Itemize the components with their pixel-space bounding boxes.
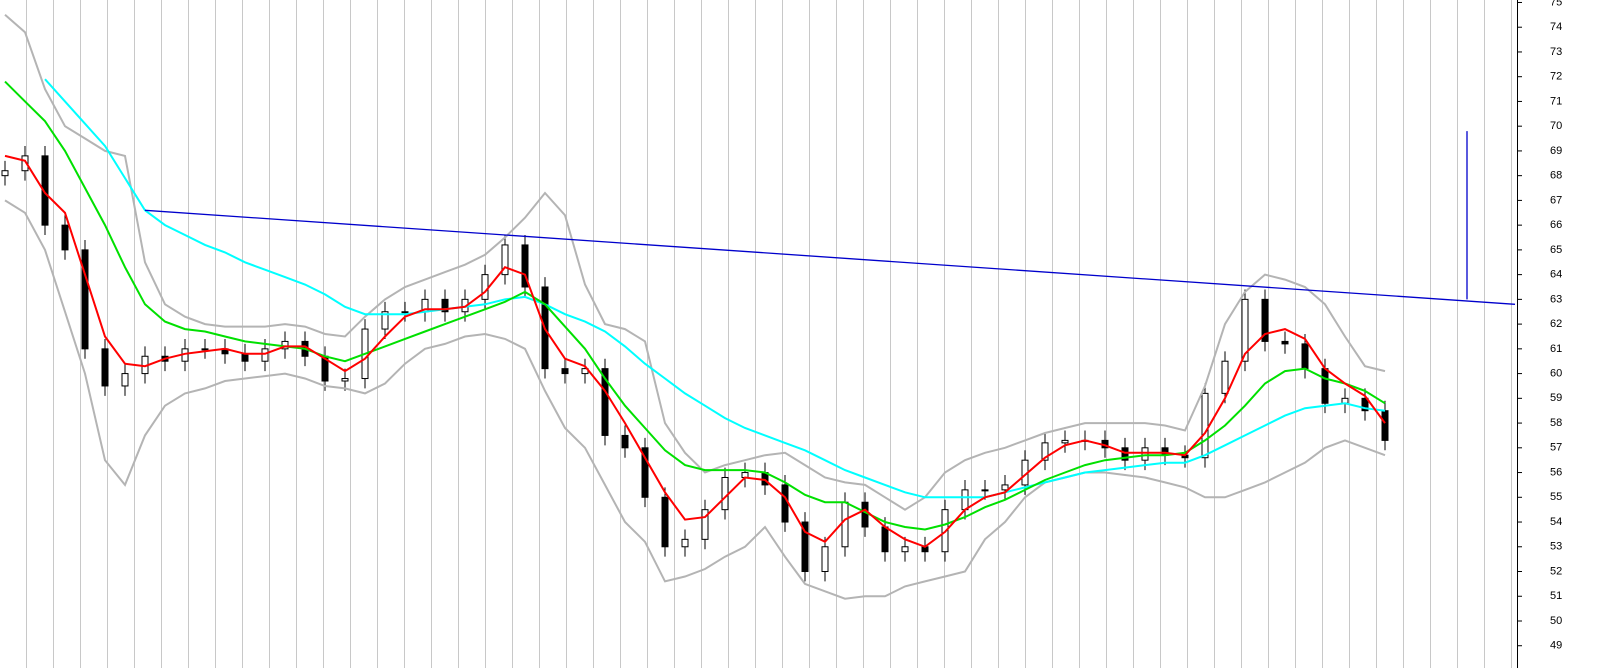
y-tick-label: 62 [1550,318,1562,330]
candle-body [681,538,689,548]
candle-body [1041,442,1049,461]
candle-body [781,484,789,523]
indicator-line [4,199,1386,600]
y-tick-label: 51 [1550,590,1562,602]
y-tick-label: 74 [1550,21,1562,33]
indicator-line [44,78,1386,499]
y-tick-label: 54 [1550,516,1562,528]
y-tick-label: 57 [1550,442,1562,454]
candle-body [1241,298,1249,362]
y-tick-label: 60 [1550,367,1562,379]
y-tick-label: 49 [1550,640,1562,652]
candle-body [961,489,969,511]
candle-body [701,509,709,540]
candle-body [1061,439,1069,444]
candle-body [561,368,569,375]
candle-body [1281,340,1289,345]
candle-body [881,526,889,553]
y-tick-label: 58 [1550,417,1562,429]
y-tick-label: 63 [1550,293,1562,305]
candle-body [1381,410,1389,441]
y-tick-label: 61 [1550,343,1562,355]
candle-body [121,373,129,387]
candle-body [601,368,609,436]
indicator-line [4,154,1386,548]
candle-body [381,311,389,330]
candle-body [1301,343,1309,370]
candle-body [441,298,449,313]
y-tick-label: 73 [1550,46,1562,58]
candle-body [21,155,29,172]
candle-body [721,476,729,511]
candle-body [981,489,989,492]
candle-body [61,224,69,251]
y-tick-label: 75 [1550,0,1562,8]
candle-body [1321,368,1329,404]
y-tick-label: 70 [1550,120,1562,132]
axis-area [1517,0,1597,668]
y-tick-label: 69 [1550,145,1562,157]
candle-body [1121,447,1129,461]
candle-body [261,348,269,362]
candle-body [201,348,209,351]
candle-body [661,496,669,548]
y-tick-label: 55 [1550,491,1562,503]
candle-body [1261,298,1269,342]
trendline [144,209,1516,305]
candle-body [521,244,529,288]
candle-body [841,501,849,548]
candle-body [901,546,909,553]
candle-body [41,155,49,226]
candle-body [481,274,489,300]
indicator-line [4,14,1386,511]
y-tick-label: 64 [1550,269,1562,281]
candle-body [81,249,89,350]
candle-body [1141,447,1149,461]
y-tick-label: 52 [1550,565,1562,577]
candle-body [401,311,409,314]
candle-body [1361,397,1369,412]
indicator-line [4,80,1386,531]
candle-body [241,353,249,362]
candle-body [1221,360,1229,394]
y-tick-label: 59 [1550,392,1562,404]
y-tick-label: 66 [1550,219,1562,231]
candle-body [1201,392,1209,459]
candle-body [501,244,509,276]
y-tick-label: 67 [1550,194,1562,206]
y-tick-label: 56 [1550,466,1562,478]
candle-body [861,501,869,528]
y-tick-label: 65 [1550,244,1562,256]
candle-body [1001,484,1009,491]
y-tick-label: 71 [1550,95,1562,107]
candle-body [621,434,629,449]
candle-body [341,378,349,382]
y-tick-label: 50 [1550,615,1562,627]
y-tick-label: 72 [1550,71,1562,83]
candle-body [101,348,109,387]
candle-body [641,447,649,498]
candle-body [821,546,829,573]
y-tick-label: 53 [1550,541,1562,553]
candle-body [801,521,809,573]
y-tick-label: 68 [1550,170,1562,182]
candle-body [1,170,9,177]
